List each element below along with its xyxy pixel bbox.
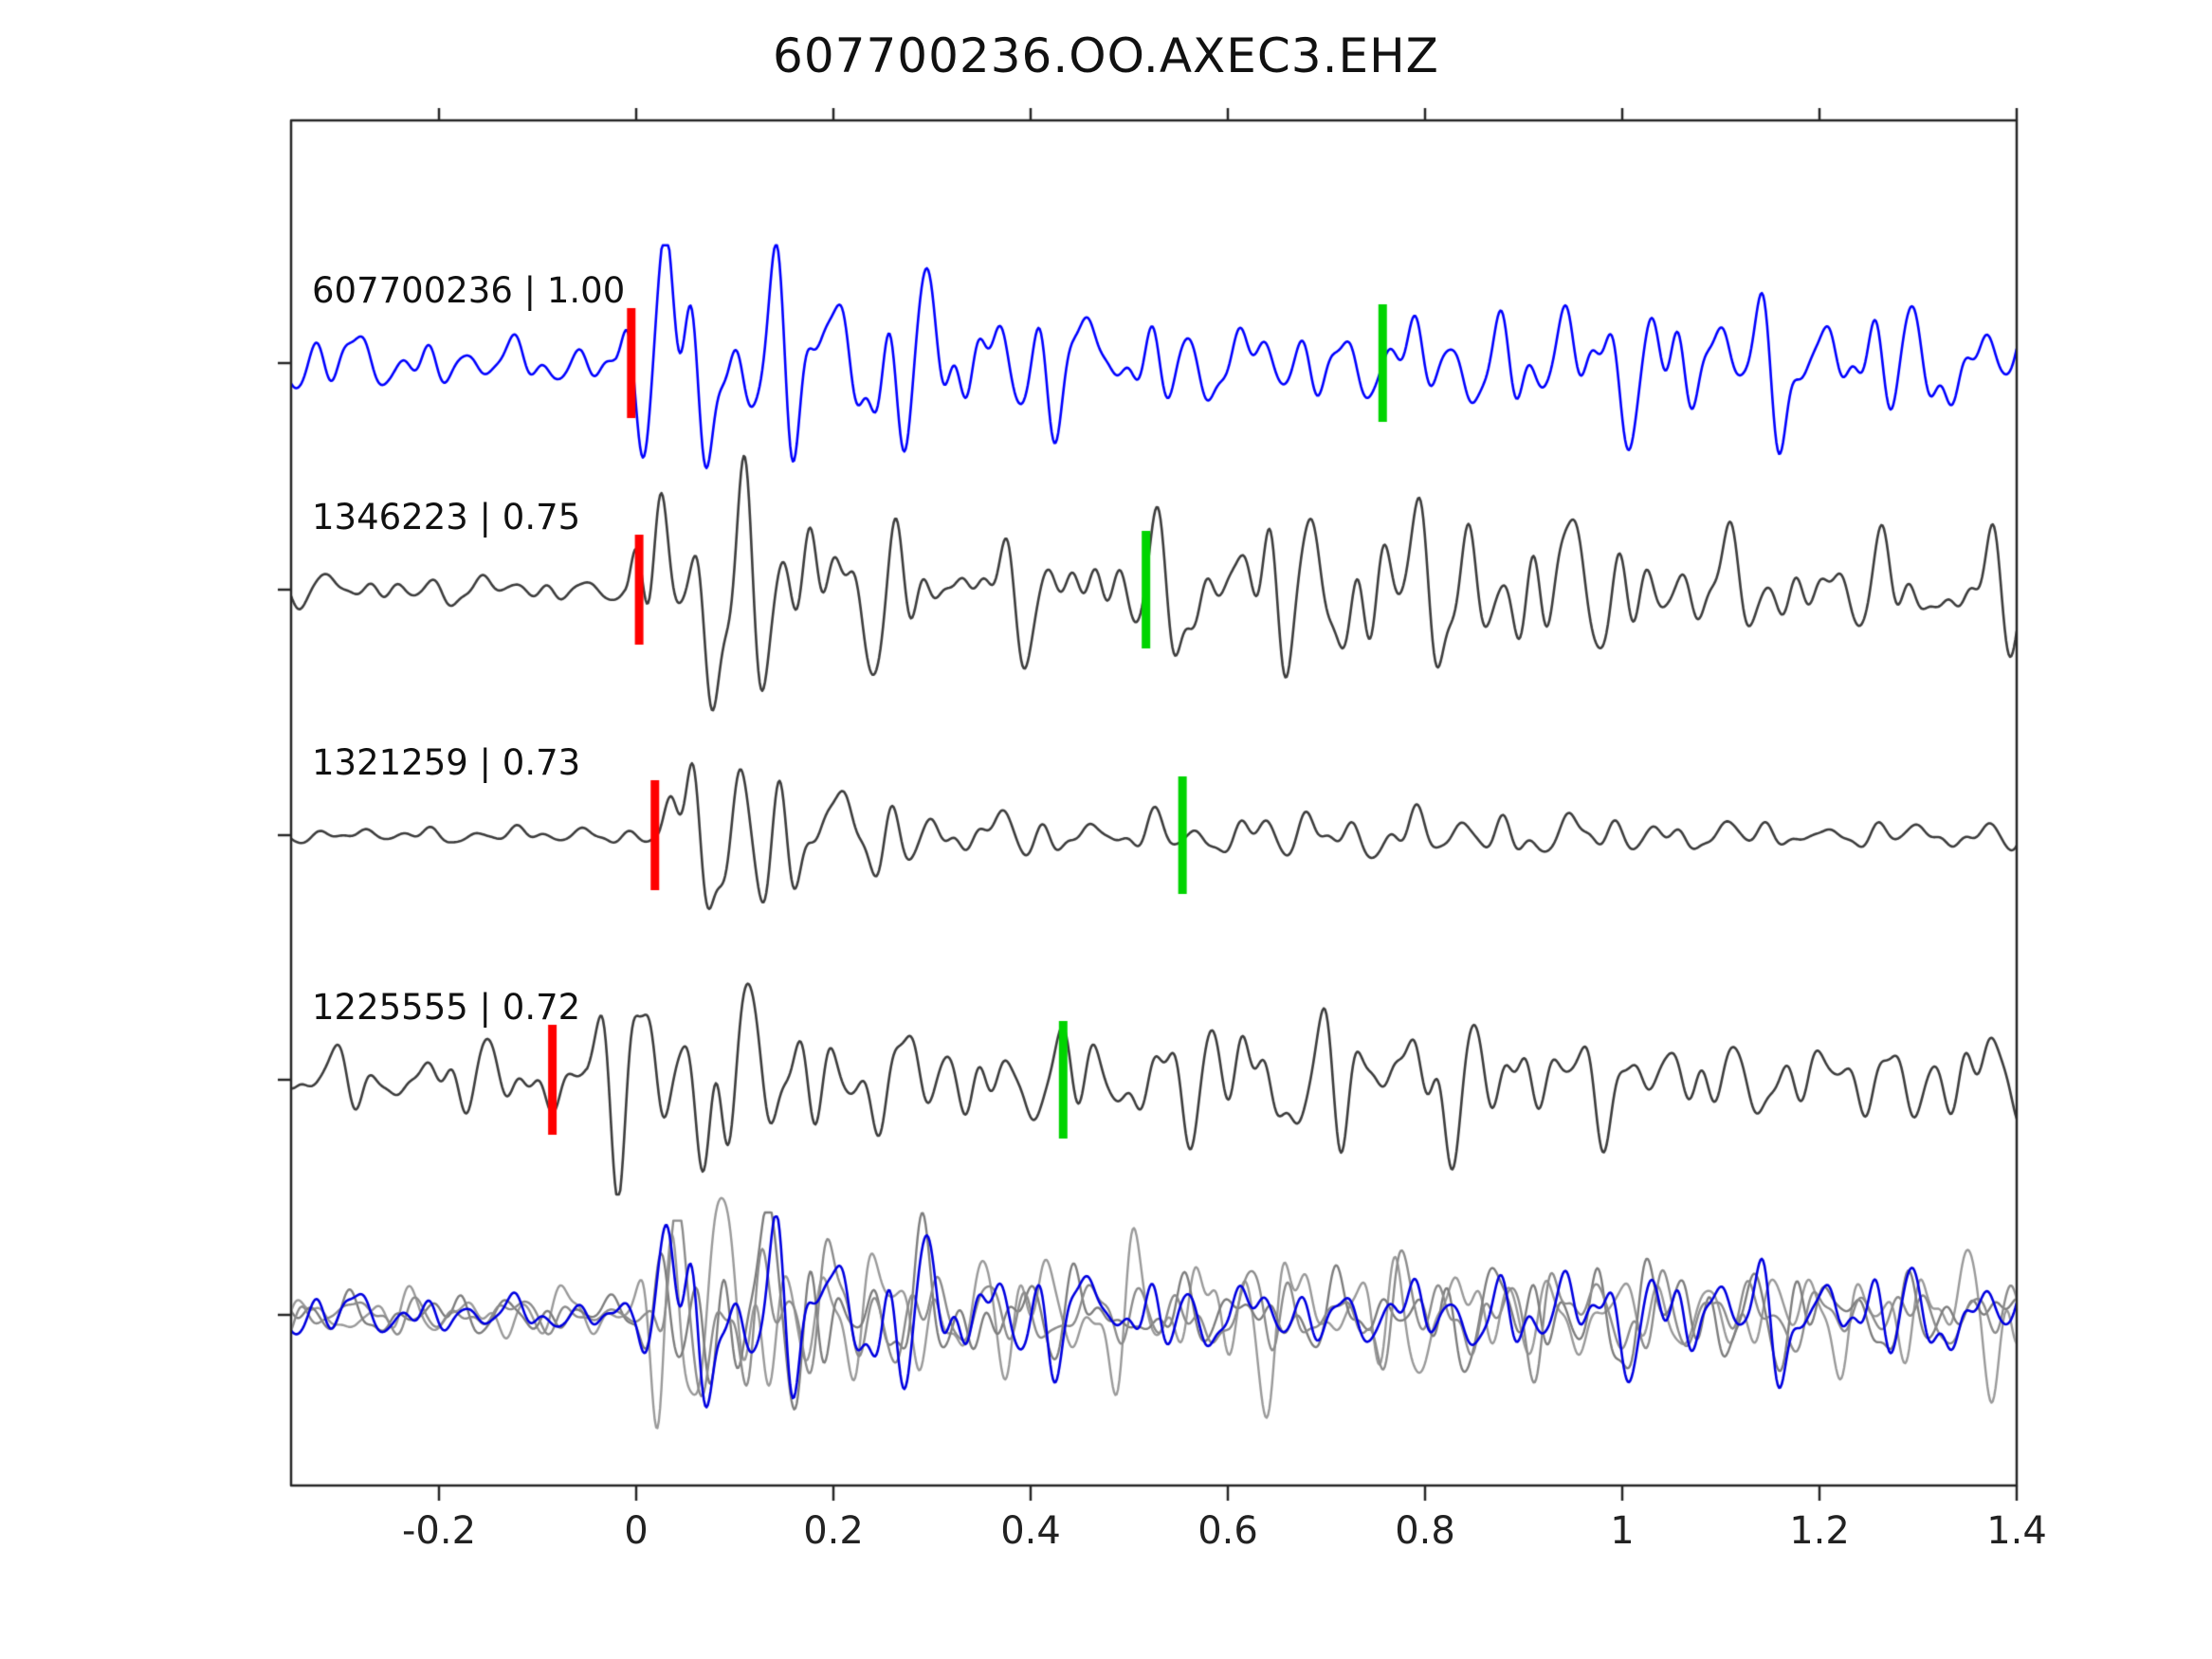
x-tick-label-6: 1	[1610, 1509, 1635, 1553]
trace-label-1321259: 1321259 | 0.73	[312, 742, 581, 783]
x-tick-label-8: 1.4	[1986, 1509, 2047, 1553]
x-tick-label-7: 1.2	[1789, 1509, 1850, 1553]
trace-label-1346223: 1346223 | 0.75	[312, 497, 581, 538]
x-tick-label-3: 0.4	[1000, 1509, 1061, 1553]
x-tick-label-2: 0.2	[803, 1509, 864, 1553]
trace-label-607700236: 607700236 | 1.00	[312, 270, 626, 311]
plot-title: 607700236.OO.AXEC3.EHZ	[773, 28, 1439, 83]
x-tick-label-1: 0	[624, 1509, 649, 1553]
x-tick-label-0: -0.2	[401, 1509, 477, 1553]
trace-label-1225555: 1225555 | 0.72	[312, 987, 581, 1028]
x-tick-label-4: 0.6	[1197, 1509, 1258, 1553]
x-tick-label-5: 0.8	[1395, 1509, 1455, 1553]
